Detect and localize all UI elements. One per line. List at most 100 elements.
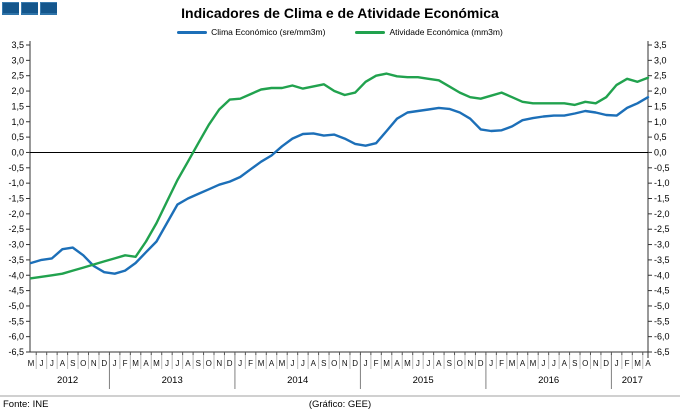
chart-legend: Clima Económico (sre/mm3m) Atividade Eco… xyxy=(0,27,680,37)
x-tick-label: N xyxy=(342,359,348,368)
y-tick-label-left: -0,5 xyxy=(8,163,24,173)
y-tick-label-left: 1,5 xyxy=(11,101,24,111)
x-tick-label: A xyxy=(269,359,275,368)
x-tick-label: J xyxy=(364,359,368,368)
axes: 3,5 3,5 3,0 3,0 2,5 2,5 2,0 2,0 1,5 1,5 1,0 1,0 0,5 0… xyxy=(8,40,670,358)
x-tick-label: O xyxy=(582,359,588,368)
year-label: 2016 xyxy=(538,375,559,386)
year-label: 2017 xyxy=(622,375,643,386)
x-tick-label: S xyxy=(572,359,577,368)
x-tick-label: S xyxy=(321,359,326,368)
year-label: 2015 xyxy=(413,375,434,386)
x-tick-label: J xyxy=(541,359,545,368)
y-tick-label-right: -2,5 xyxy=(654,224,670,234)
y-tick-label-left: 0,5 xyxy=(11,132,24,142)
logo-squares xyxy=(2,2,57,15)
y-tick-label-left: -3,5 xyxy=(8,255,24,265)
y-tick-label-left: -2,0 xyxy=(8,209,24,219)
x-tick-label: S xyxy=(447,359,452,368)
y-tick-label-right: -6,5 xyxy=(654,347,670,357)
year-label: 2012 xyxy=(57,375,78,386)
y-tick-label-left: -1,0 xyxy=(8,178,24,188)
y-tick-label-left: 2,5 xyxy=(11,71,24,81)
logo-square xyxy=(2,2,19,15)
x-tick-label: D xyxy=(603,359,609,368)
y-tick-label-right: -5,0 xyxy=(654,301,670,311)
chart-title: Indicadores de Clima e de Atividade Econ… xyxy=(181,5,499,21)
y-tick-label-right: -1,0 xyxy=(654,178,670,188)
y-tick-label-right: 1,5 xyxy=(654,101,667,111)
y-tick-label-right: 0,5 xyxy=(654,132,667,142)
x-tick-label: M xyxy=(28,359,35,368)
year-label: 2013 xyxy=(162,375,183,386)
x-tick-label: J xyxy=(39,359,43,368)
logo-square xyxy=(21,2,38,15)
x-tick-label: J xyxy=(175,359,179,368)
x-tick-label: J xyxy=(301,359,305,368)
x-tick-label: A xyxy=(60,359,66,368)
x-tick-label: J xyxy=(615,359,619,368)
legend-swatch-clima xyxy=(177,30,208,34)
y-tick-label-right: 3,5 xyxy=(654,40,667,50)
x-tick-label: S xyxy=(196,359,201,368)
series-line-0 xyxy=(29,95,650,275)
x-tick-label: F xyxy=(625,359,630,368)
legend-item-atividade: Atividade Económica (mm3m) xyxy=(355,27,503,37)
x-tick-label: D xyxy=(352,359,358,368)
x-tick-label: M xyxy=(258,359,265,368)
y-tick-label-left: -6,5 xyxy=(8,347,24,357)
x-tick-label: J xyxy=(238,359,242,368)
x-tick-label: M xyxy=(404,359,411,368)
y-tick-label-right: -4,5 xyxy=(654,286,670,296)
x-tick-label: A xyxy=(520,359,526,368)
legend-label-atividade: Atividade Económica (mm3m) xyxy=(389,27,503,37)
x-tick-label: A xyxy=(143,359,149,368)
logo-square xyxy=(40,2,57,15)
y-tick-label-right: -0,5 xyxy=(654,163,670,173)
x-tick-label: J xyxy=(426,359,430,368)
y-tick-label-left: -5,0 xyxy=(8,301,24,311)
y-tick-label-left: 3,0 xyxy=(11,55,24,65)
y-tick-label-right: -3,5 xyxy=(654,255,670,265)
x-tick-label: D xyxy=(478,359,484,368)
x-tick-label: M xyxy=(153,359,160,368)
y-tick-label-left: 3,5 xyxy=(11,40,24,50)
x-tick-label: N xyxy=(593,359,599,368)
x-tick-label: J xyxy=(489,359,493,368)
x-tick-label: O xyxy=(331,359,337,368)
x-tick-label: F xyxy=(123,359,128,368)
x-tick-label: N xyxy=(91,359,97,368)
y-tick-label-left: -6,0 xyxy=(8,332,24,342)
y-tick-label-right: -1,5 xyxy=(654,194,670,204)
x-tick-label: F xyxy=(248,359,253,368)
x-tick-label: M xyxy=(132,359,139,368)
x-tick-label: A xyxy=(562,359,568,368)
x-tick-label: M xyxy=(279,359,286,368)
y-tick-label-left: 0,0 xyxy=(11,147,24,157)
x-tick-label: F xyxy=(499,359,504,368)
x-tick-label: N xyxy=(467,359,473,368)
y-tick-label-right: -4,0 xyxy=(654,270,670,280)
y-tick-label-left: -1,5 xyxy=(8,194,24,204)
credit-note: (Gráfico: GEE) xyxy=(308,399,372,410)
y-tick-label-right: 2,0 xyxy=(654,86,667,96)
source-note: Fonte: INE xyxy=(3,399,49,410)
series-line-1 xyxy=(29,72,650,280)
x-tick-label: A xyxy=(311,359,317,368)
y-tick-label-left: -3,0 xyxy=(8,240,24,250)
y-tick-label-right: 1,0 xyxy=(654,117,667,127)
x-tick-label: O xyxy=(206,359,212,368)
x-tick-label: S xyxy=(70,359,75,368)
x-tick-label: J xyxy=(113,359,117,368)
x-tick-label: J xyxy=(50,359,54,368)
x-tick-label: A xyxy=(185,359,191,368)
y-tick-label-left: -5,5 xyxy=(8,316,24,326)
x-tick-label: J xyxy=(552,359,556,368)
x-tick-label: O xyxy=(457,359,463,368)
x-tick-label: M xyxy=(530,359,537,368)
x-tick-label: J xyxy=(290,359,294,368)
y-tick-label-left: -4,5 xyxy=(8,286,24,296)
x-tick-label: N xyxy=(216,359,222,368)
